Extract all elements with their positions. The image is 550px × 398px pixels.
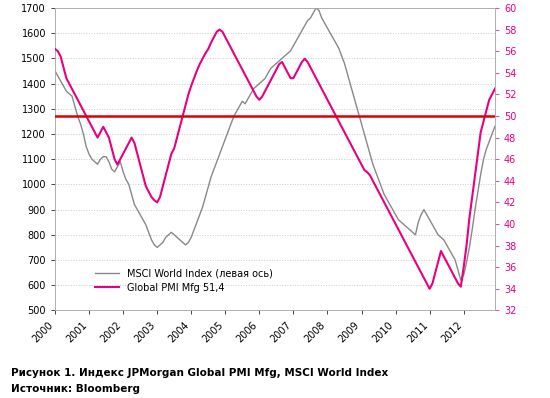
Text: Источник: Bloomberg: Источник: Bloomberg <box>11 384 140 394</box>
Legend: MSCI World Index (левая ось), Global PMI Mfg 51,4: MSCI World Index (левая ось), Global PMI… <box>91 265 277 297</box>
Text: Рисунок 1. Индекс JPMorgan Global PMI Mfg, MSCI World Index: Рисунок 1. Индекс JPMorgan Global PMI Mf… <box>11 368 388 378</box>
